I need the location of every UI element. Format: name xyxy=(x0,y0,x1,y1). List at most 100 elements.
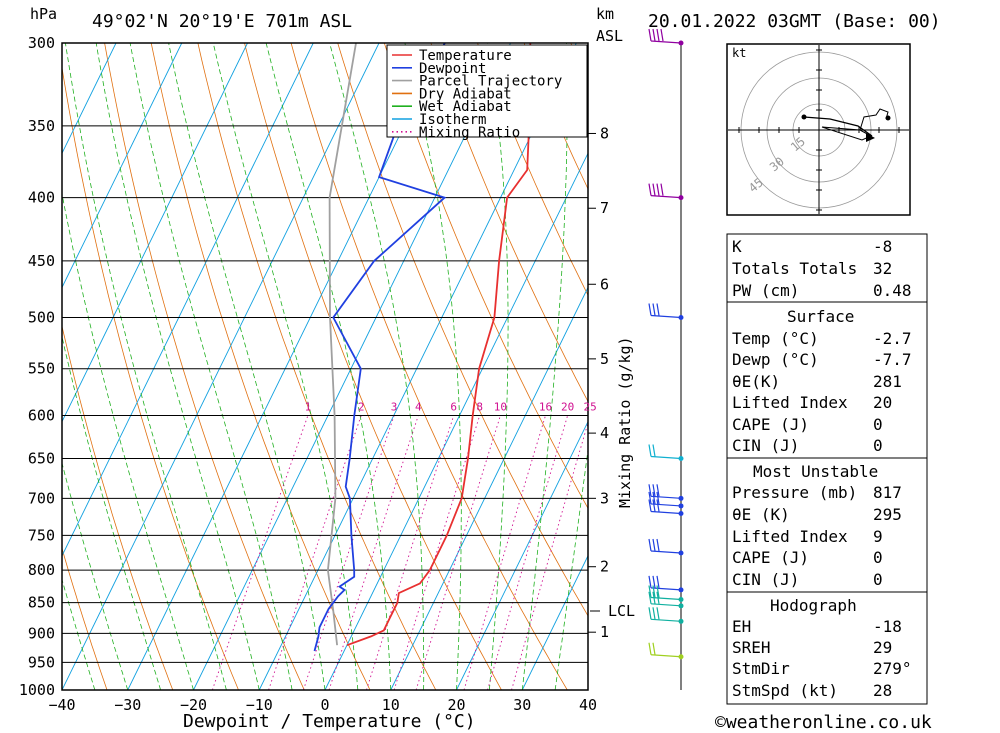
k-index-value: -8 xyxy=(873,237,892,256)
surface-row-value: 20 xyxy=(873,393,892,412)
isotherm-line xyxy=(193,43,511,690)
hodograph-point xyxy=(885,115,891,121)
isotherm-line xyxy=(62,43,183,289)
isotherm-line xyxy=(324,152,588,690)
wind-barb-flag xyxy=(648,444,652,457)
hodograph-unit-label: kt xyxy=(732,46,746,60)
wind-barb-flag xyxy=(652,444,656,457)
km-tick-label: 4 xyxy=(600,424,609,442)
dry-adiabat-line xyxy=(62,546,108,690)
wet-adiabat-line xyxy=(129,43,293,690)
wind-dot xyxy=(678,40,684,46)
hodograph-table-title: Hodograph xyxy=(770,596,857,615)
mixing-ratio-label: 25 xyxy=(584,400,597,413)
hodo-row-value: 29 xyxy=(873,638,892,657)
surface-row-label: CIN (J) xyxy=(732,436,799,455)
wind-barb-flag xyxy=(656,591,660,604)
wet-adiabat-line xyxy=(65,43,227,690)
isotherm-line xyxy=(456,420,588,690)
wind-dot xyxy=(678,596,684,602)
mu-row-label: Lifted Index xyxy=(732,527,848,546)
wind-barb-flag xyxy=(648,575,652,588)
hodograph-trace xyxy=(803,116,873,137)
wind-barb xyxy=(650,596,682,601)
wind-barb-flag xyxy=(652,575,656,588)
x-tick-labels: −40 −30 −20 −10 0 10 20 30 40 xyxy=(48,696,597,714)
mixing-ratio-label: 4 xyxy=(415,400,422,413)
wind-barb-flag xyxy=(652,28,656,42)
mixing-ratio-label: 8 xyxy=(476,400,483,413)
legend-label: Dry Adiabat xyxy=(419,86,512,102)
wind-dot xyxy=(678,603,684,609)
mu-row-value: 295 xyxy=(873,505,902,524)
copyright-label: ©weatheronline.co.uk xyxy=(715,712,932,733)
mu-row-value: 0 xyxy=(873,570,883,589)
wind-dot xyxy=(678,503,684,509)
dry-adiabat-line xyxy=(62,65,239,690)
wind-dot xyxy=(678,510,684,516)
km-tick-label: 8 xyxy=(600,124,609,142)
km-tick-label: 2 xyxy=(600,558,609,576)
wind-barb-flag xyxy=(648,183,652,196)
wind-dot xyxy=(678,495,684,501)
wind-barb xyxy=(650,40,682,44)
wind-barb-flag xyxy=(648,538,652,552)
wind-barb xyxy=(650,495,682,499)
hodo-row-label: EH xyxy=(732,617,751,636)
plot-frame xyxy=(61,42,589,691)
dry-adiabat-line xyxy=(477,43,588,297)
pressure-tick-label: 650 xyxy=(28,450,55,468)
x-tick-label: 30 xyxy=(513,696,531,714)
pressure-tick-label: 300 xyxy=(28,34,55,52)
wind-barb-flag xyxy=(656,538,660,552)
dry-adiabat-line xyxy=(990,43,1000,690)
x-tick-label: −20 xyxy=(180,696,207,714)
x-tick-label: 40 xyxy=(579,696,597,714)
wind-barb-flag xyxy=(648,303,652,316)
mixing-ratio-line xyxy=(211,415,309,690)
surface-row-label: CAPE (J) xyxy=(732,415,809,434)
surface-row-value: -2.7 xyxy=(873,329,912,348)
surface-title: Surface xyxy=(787,307,854,326)
units-km-label: km xyxy=(596,5,614,23)
mixing-ratio-label: 3 xyxy=(391,400,398,413)
surface-row-label: Temp (°C) xyxy=(732,329,819,348)
wind-barb xyxy=(650,455,682,460)
wind-barb-flag xyxy=(648,491,652,505)
legend-label: Mixing Ratio xyxy=(419,125,520,141)
surface-row-label: θE(K) xyxy=(732,372,780,391)
wind-barb-flag xyxy=(660,183,664,196)
mixing-ratio-label: 6 xyxy=(450,400,457,413)
pressure-tick-labels: 300 350 400 450 500 550 600 650 700 750 800 850 900 9… xyxy=(19,34,55,699)
isotherm-line xyxy=(127,43,446,690)
series-layer xyxy=(313,43,532,652)
wind-barb-flag xyxy=(656,585,660,598)
wind-barb-flag xyxy=(656,575,660,588)
wind-barb xyxy=(650,654,682,658)
mixing-ratio-label: 20 xyxy=(561,400,574,413)
wind-barb xyxy=(650,587,682,591)
legend-label: Temperature xyxy=(419,48,512,64)
wet-adiabat-line xyxy=(62,191,194,690)
mixing-ratio-line xyxy=(366,415,455,690)
parcel-trajectory-line xyxy=(326,43,357,646)
wind-barb-flag xyxy=(652,591,656,604)
pressure-tick-label: 700 xyxy=(28,489,55,507)
wind-barb-flag xyxy=(652,642,656,655)
surface-row-label: Lifted Index xyxy=(732,393,848,412)
wind-barb-flag xyxy=(648,28,652,42)
legend-label: Wet Adiabat xyxy=(419,99,512,115)
hodo-row-value: 28 xyxy=(873,681,892,700)
mixing-ratio-axis-label: Mixing Ratio (g/kg) xyxy=(616,336,634,508)
mixing-ratio-label: 10 xyxy=(494,400,507,413)
wind-barb-flag xyxy=(652,183,656,196)
dry-adiabat-line xyxy=(430,43,588,403)
units-hpa-label: hPa xyxy=(30,5,57,23)
km-tick-label: 5 xyxy=(600,350,609,368)
wind-dot xyxy=(678,587,684,593)
x-axis-label: Dewpoint / Temperature (°C) xyxy=(183,711,476,732)
km-tick-label: 6 xyxy=(600,275,609,293)
mu-row-label: Pressure (mb) xyxy=(732,483,857,502)
